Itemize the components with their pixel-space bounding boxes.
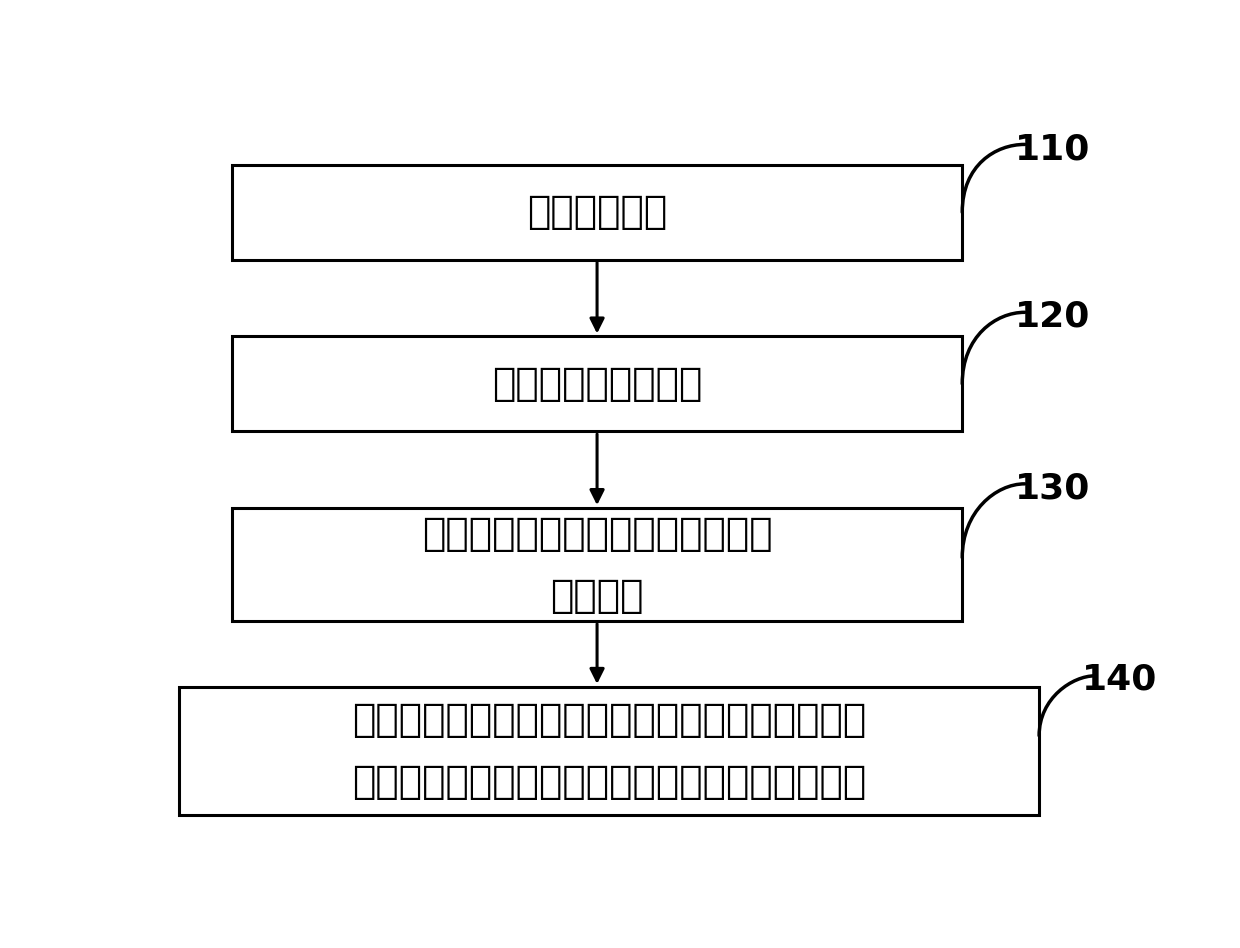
Text: 110: 110: [1016, 132, 1090, 166]
Text: 130: 130: [1016, 471, 1090, 505]
Text: 响应于当前车速超过预警车速，通过控制减少车辆
的电机输出扭矩使车辆的当前车速稳定在目标车速: 响应于当前车速超过预警车速，通过控制减少车辆 的电机输出扭矩使车辆的当前车速稳定…: [352, 701, 867, 801]
Bar: [232, 337, 962, 431]
Text: 获取车辆的当前车速: 获取车辆的当前车速: [492, 365, 702, 403]
Bar: [179, 686, 1039, 814]
Bar: [232, 165, 962, 260]
Text: 获取目标车速: 获取目标车速: [527, 193, 667, 231]
Bar: [232, 508, 962, 621]
Text: 根据目标车速设置小于目标车速的
预警车速: 根据目标车速设置小于目标车速的 预警车速: [422, 515, 773, 614]
Text: 120: 120: [1016, 300, 1090, 334]
Text: 140: 140: [1083, 663, 1158, 697]
